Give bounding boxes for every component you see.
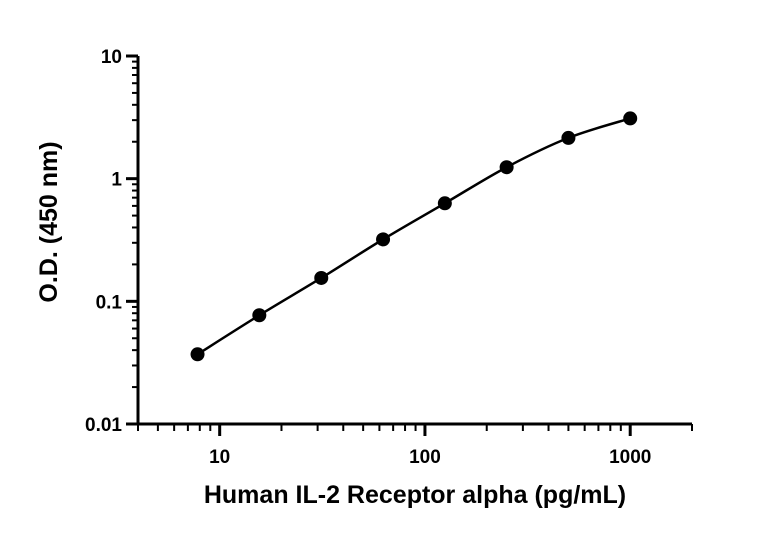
data-point (437, 196, 452, 211)
x-axis-title: Human IL-2 Receptor alpha (pg/mL) (204, 481, 626, 509)
data-point (623, 111, 638, 126)
x-tick-label: 1000 (609, 447, 651, 468)
y-axis-title: O.D. (450 nm) (35, 141, 63, 302)
x-tick-label: 10 (209, 447, 230, 468)
y-tick-label: 1 (111, 170, 122, 191)
data-points (190, 111, 638, 362)
data-point (561, 130, 576, 145)
data-point (190, 347, 205, 362)
x-axis: 10 100 1000 (137, 422, 693, 468)
y-tick-label: 10 (101, 47, 122, 68)
data-point (252, 308, 267, 323)
x-tick-label: 100 (409, 447, 441, 468)
data-point (376, 232, 391, 247)
y-tick-label: 0.1 (96, 292, 123, 313)
y-axis: 0.01 0.1 1 10 (85, 47, 140, 436)
y-tick-label: 0.01 (85, 415, 122, 436)
data-point (314, 270, 329, 285)
data-point (499, 160, 514, 175)
